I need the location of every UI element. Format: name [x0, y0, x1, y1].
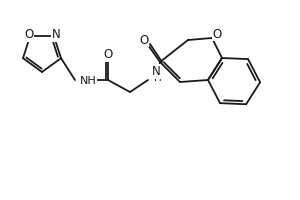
Text: NH: NH	[80, 76, 97, 86]
Text: N: N	[51, 28, 60, 41]
Text: O: O	[140, 33, 148, 46]
Text: N: N	[152, 65, 161, 78]
Text: H: H	[154, 73, 162, 83]
Text: O: O	[212, 27, 222, 40]
Text: O: O	[25, 28, 34, 41]
Text: O: O	[103, 48, 112, 62]
